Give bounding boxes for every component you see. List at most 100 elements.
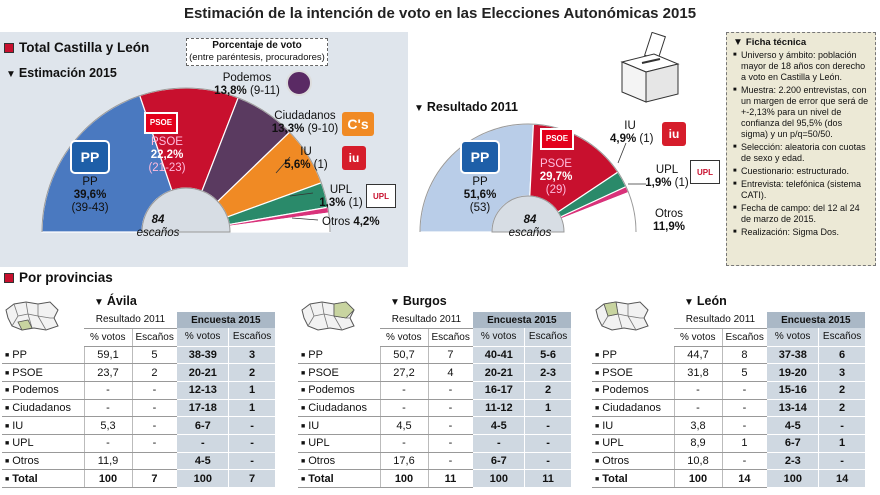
province-table: Resultado 2011 Encuesta 2015% votos Escaño… [2,312,275,488]
header-enc2015: Encuesta 2015 [176,312,275,328]
votes-2011-cell: - [83,381,132,400]
seats-2011-cell: 1 [721,434,767,453]
legend-line2: (entre paréntesis, procuradores) [189,52,325,63]
table-subheader-row: % votos Escaños% votos Escaños [298,328,571,347]
table-row: ■ Ciudadanos - -13-14 2 [592,399,865,418]
ficha-title: ▼ Ficha técnica [733,37,807,48]
pp-2015-label: PP 39,6% (39-43) [71,176,109,214]
party-cell: ■ Ciudadanos [2,399,84,418]
ficha-list: Universo y ámbito: población mayor de 18… [733,50,869,238]
arcs-2011 [419,123,637,233]
party-cell: ■ Otros [298,452,380,471]
seats-2015-cell: - [524,452,571,471]
ficha-tecnica: ▼Ficha técnica Universo y ámbito: poblac… [726,32,876,266]
ficha-item: Realización: Sigma Dos. [733,227,869,238]
seats-2011-cell: - [427,399,473,418]
party-cell: ■ Ciudadanos [592,399,674,418]
votes-2015-cell: 19-20 [766,363,819,382]
psoe-2011-label: PSOE 29,7% (29) [539,158,573,196]
votes-2015-cell: 17-18 [176,399,229,418]
triangle-down-icon: ▼ [733,37,743,48]
subheader-escanos-2015: Escaños [524,328,571,347]
subheader-escanos-2015: Escaños [228,328,275,347]
seats-2015-cell: 11 [524,469,571,488]
seats-2011-cell: 7 [427,346,473,365]
bullet-icon: ■ [301,387,306,395]
votes-2015-cell: 12-13 [176,381,229,400]
table-row: ■ UPL - - - - [2,434,275,453]
votes-2015-cell: 4-5 [766,416,819,435]
triangle-down-icon: ▼ [6,69,16,80]
seats-2015-cell: 2-3 [524,363,571,382]
psoe-logo: PSOE [144,112,178,134]
seats-2011-cell: - [721,452,767,471]
party-cell: ■ Otros [2,452,84,471]
seats-2015-cell: 1 [228,381,275,400]
leader-otros-2015 [291,217,319,221]
votes-2015-cell: 40-41 [472,346,525,365]
table-row: ■ IU 5,3-6-7- [2,416,275,435]
seats-2015-cell: 3 [228,346,275,365]
province-name: ▼ León [684,294,727,308]
province-map-icon [5,301,59,331]
header-res2011: Resultado 2011 [84,312,177,329]
votes-2011-cell: 10,8 [673,452,722,471]
legend-line1: Porcentaje de voto [212,40,302,51]
votes-2011-cell: 23,7 [83,363,132,382]
seats-2011-cell: - [721,381,767,400]
seats-2015-cell: 2 [524,381,571,400]
party-cell: ■ PSOE [2,363,84,382]
table-row: ■ Total 100 14 100 14 [592,469,865,488]
upl-logo: UPL [366,184,396,208]
votes-2011-cell: - [83,399,132,418]
votes-2015-cell: 38-39 [176,346,229,365]
votes-2015-cell: 20-21 [472,363,525,382]
votes-2015-cell: 6-7 [472,452,525,471]
seats-2015-cell: 7 [228,469,275,488]
table-row: ■ Otros 11,9 4-5- [2,452,275,471]
party-cell: ■ IU [2,416,84,435]
podemos-logo [286,70,312,96]
est2015-rim [41,87,331,233]
section-total-label: Total Castilla y León [19,40,150,55]
bullet-icon: ■ [301,440,306,448]
bullet-icon: ■ [595,457,600,465]
page-title: Estimación de la intención de voto en la… [183,5,697,22]
table-row: ■ Podemos - -16-17 2 [298,381,571,400]
votes-2015-cell: 2-3 [766,452,819,471]
pp-2011-label: PP 51,6% (53) [463,176,497,214]
section-square-icon [4,42,14,53]
votes-2015-cell: 20-21 [176,363,229,382]
bullet-icon: ■ [301,457,306,465]
subheader-votos: % votos [84,328,132,347]
ficha-item: Universo y ámbito: población mayor de 18… [733,50,869,83]
votes-2011-cell: - [673,381,722,400]
votes-2015-cell: 100 [472,469,525,488]
votes-2015-cell: 6-7 [766,434,819,453]
party-cell: ■ PP [592,346,674,365]
seats-2011-cell: - [427,434,473,453]
table-row: ■ Otros 17,6-6-7- [298,452,571,471]
header-enc2015: Encuesta 2015 [766,312,865,328]
subheader-votos-2015: % votos [176,328,229,347]
votes-2015-cell: 16-17 [472,381,525,400]
party-cell: ■ Ciudadanos [298,399,380,418]
votes-2015-cell: - [176,434,229,453]
table-row: ■ Ciudadanos - -11-12 1 [298,399,571,418]
bullet-icon: ■ [5,440,10,448]
votes-2015-cell: 100 [766,469,819,488]
leader-iu-2011 [617,142,627,164]
table-row: ■ PSOE 23,7 2 20-21 2 [2,363,275,382]
party-cell: ■ PP [2,346,84,365]
seats-2011-cell: - [131,416,177,435]
table-subheader-row: % votos Escaños% votos Escaños [592,328,865,347]
party-cell: ■ Podemos [298,381,380,400]
triangle-down-icon: ▼ [94,297,104,308]
bullet-icon: ■ [301,369,306,377]
table-subheader-row: % votos Escaños% votos Escaños [2,328,275,347]
votes-2011-cell: - [379,381,428,400]
subheader-votos: % votos [380,328,428,347]
votes-2015-cell: 4-5 [176,452,229,471]
table-header-row: Resultado 2011 Encuesta 2015 [298,312,571,329]
